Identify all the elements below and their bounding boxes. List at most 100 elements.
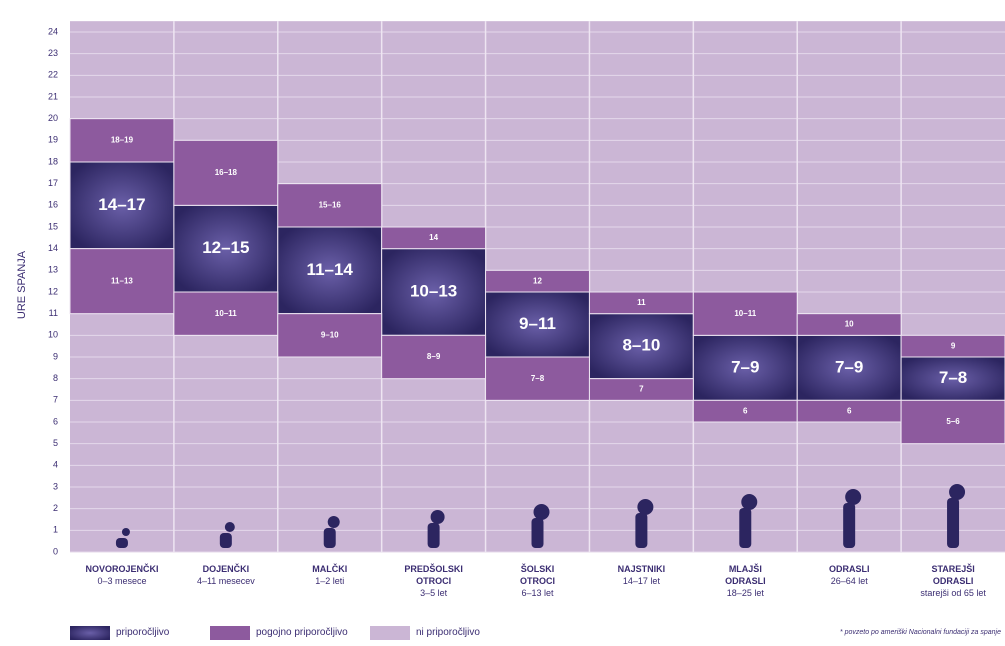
range-bar	[173, 204, 279, 293]
value-label: 16–18	[215, 168, 238, 177]
y-tick-label: 6	[53, 416, 58, 426]
value-label: 9	[951, 341, 956, 350]
value-label: 11	[637, 298, 646, 307]
category-label: DOJENČKI	[202, 564, 250, 574]
figure-head	[741, 494, 758, 510]
y-tick-label: 24	[48, 26, 58, 36]
figure-body	[635, 513, 648, 548]
y-tick-label: 10	[48, 330, 58, 340]
range-bar	[381, 226, 487, 250]
y-tick-label: 18	[48, 156, 58, 166]
value-label: 8–10	[622, 336, 660, 355]
figure-body	[219, 533, 232, 548]
range-bar	[173, 291, 279, 336]
footnote: * povzeto po ameriški Nacionalni fundaci…	[839, 629, 1001, 636]
figure-head	[949, 484, 966, 500]
range-bar	[277, 226, 383, 315]
value-label: 7–9	[731, 357, 759, 376]
value-label: 14	[429, 233, 438, 242]
value-label: 14–17	[98, 195, 145, 214]
legend-label: priporočljivo	[116, 627, 170, 638]
y-tick-label: 5	[53, 438, 58, 448]
category-label: MALČKI	[312, 564, 348, 574]
y-tick-label: 21	[48, 91, 58, 101]
figure-head	[430, 510, 445, 524]
range-bar	[381, 334, 487, 380]
range-bar	[69, 248, 175, 315]
y-tick-label: 2	[53, 503, 58, 513]
figure-head	[533, 504, 550, 520]
range-bar	[588, 378, 694, 401]
age-label: 18–25 let	[726, 588, 764, 598]
legend-swatch	[210, 626, 250, 640]
y-tick-label: 9	[53, 351, 58, 361]
range-bar	[381, 248, 487, 336]
y-tick-label: 11	[49, 308, 58, 318]
age-label: 14–17 let	[622, 576, 660, 586]
category-label: NOVOROJENČKI	[85, 564, 159, 574]
value-label: 10–11	[734, 309, 756, 318]
value-label: 18–19	[111, 135, 134, 144]
range-bar	[796, 313, 902, 336]
value-label: 9–10	[321, 330, 339, 339]
y-axis-label: URE SPANJA	[16, 250, 28, 319]
y-tick-label: 15	[48, 221, 58, 231]
figure-body	[843, 503, 856, 548]
value-label: 10–11	[215, 309, 237, 318]
legend-label: pogojno priporočljivo	[256, 627, 348, 638]
range-bar	[485, 291, 590, 358]
figure-head	[637, 499, 654, 515]
value-label: 7–9	[835, 357, 863, 376]
value-label: 7–8	[939, 368, 967, 387]
value-label: 5–6	[946, 417, 960, 426]
figure-body	[323, 528, 336, 548]
value-label: 10–13	[410, 281, 457, 300]
category-label: MLAJŠI ODRASLI	[725, 564, 766, 586]
value-label: 9–11	[519, 314, 556, 333]
range-bar	[69, 161, 175, 250]
age-label: 1–2 leti	[315, 576, 345, 586]
value-label: 10	[845, 320, 854, 329]
figure-body	[739, 508, 752, 548]
y-tick-label: 3	[53, 481, 58, 491]
y-tick-label: 12	[48, 286, 58, 296]
figure-body	[427, 523, 440, 548]
category-label: PREDŠOLSKI OTROCI	[404, 564, 463, 586]
category-label: STAREJŠI ODRASLI	[931, 564, 975, 586]
figure-body	[947, 498, 960, 548]
figure-head	[121, 528, 130, 536]
figure-head	[224, 522, 235, 532]
y-tick-label: 4	[53, 460, 58, 470]
figure-body	[115, 538, 128, 548]
range-bar	[485, 269, 590, 293]
age-label: 3–5 let	[420, 588, 448, 598]
value-label: 15–16	[319, 200, 342, 209]
legend-swatch	[370, 626, 410, 640]
value-label: 6	[743, 406, 748, 415]
age-label: 26–64 let	[830, 576, 868, 586]
figure-head	[327, 516, 340, 528]
value-label: 11–13	[111, 276, 133, 285]
y-tick-label: 19	[48, 135, 58, 145]
value-label: 8–9	[427, 352, 441, 361]
legend-swatch	[70, 626, 110, 640]
y-tick-label: 16	[48, 200, 58, 210]
y-tick-label: 14	[48, 243, 58, 253]
range-bar	[277, 183, 383, 228]
range-bar	[485, 356, 590, 401]
value-label: 12–15	[202, 238, 249, 257]
age-label: starejši od 65 let	[920, 588, 986, 598]
y-tick-label: 0	[53, 546, 58, 556]
value-label: 6	[847, 406, 852, 415]
value-label: 7	[639, 385, 644, 394]
figure-head	[845, 489, 862, 505]
value-label: 7–8	[531, 374, 545, 383]
value-label: 11–14	[307, 260, 354, 279]
age-label: 6–13 let	[521, 588, 554, 598]
range-bar	[900, 399, 1005, 445]
figure-body	[531, 518, 544, 548]
age-label: 4–11 mesecev	[196, 576, 255, 586]
range-bar	[692, 334, 798, 401]
